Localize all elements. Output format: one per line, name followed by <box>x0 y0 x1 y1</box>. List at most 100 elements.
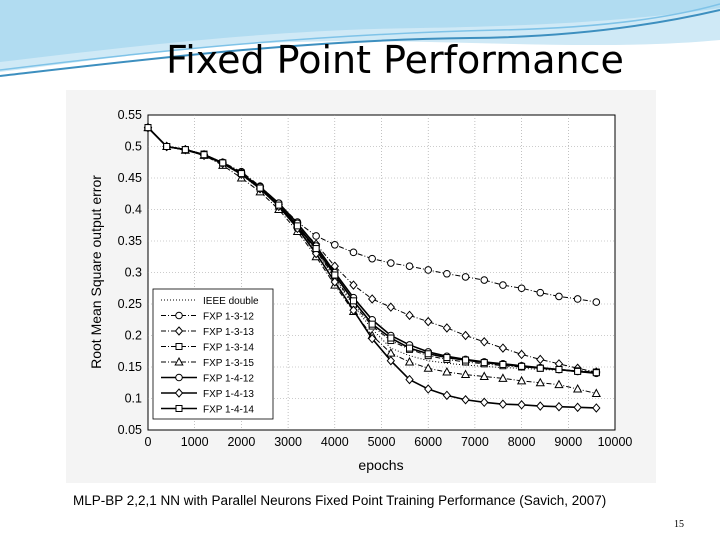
x-tick-label: 7000 <box>461 435 489 449</box>
series-fxp-1-3-12-point <box>499 281 507 289</box>
series-fxp-1-4-13-point <box>367 333 377 344</box>
x-tick-label: 9000 <box>554 435 582 449</box>
banner-wave-mid <box>0 0 720 62</box>
legend-box <box>152 288 274 420</box>
x-tick-label: 2000 <box>227 435 255 449</box>
series-fxp-1-4-13-point <box>349 305 358 316</box>
series-fxp-1-4-14-point <box>555 366 563 374</box>
series-fxp-1-3-12-point <box>331 240 339 249</box>
y-tick-label: 0.25 <box>118 297 142 311</box>
series-fxp-1-3-12-point <box>443 269 451 278</box>
series-fxp-1-3-13-point <box>480 337 489 347</box>
series-fxp-1-4-14-point <box>181 146 189 154</box>
series-fxp-1-4-13-point <box>442 390 452 401</box>
series-fxp-1-4-13-point <box>536 401 545 411</box>
banner-wave-line-2 <box>0 3 720 71</box>
series-fxp-1-4-14-point <box>163 143 171 150</box>
series-fxp-1-4-13-point <box>573 402 582 413</box>
series-fxp-1-4-14-point <box>480 359 488 367</box>
series-fxp-1-4-14-point <box>499 360 507 368</box>
series-fxp-1-3-13-point <box>517 349 526 360</box>
legend-fxp-1-4-12-label: FXP 1-4-12 <box>203 374 254 385</box>
series-fxp-1-3-13-point <box>461 330 470 341</box>
y-tick-label: 0.4 <box>125 203 142 217</box>
series-fxp-1-3-12-point <box>517 284 526 293</box>
series-layer <box>143 122 601 413</box>
series-fxp-1-4-13-point <box>424 384 433 394</box>
series-fxp-1-4-14-point <box>368 320 376 328</box>
series-fxp-1-3-12-point <box>387 259 395 267</box>
legend-fxp-1-4-13-point <box>174 388 184 398</box>
series-fxp-1-4-13-point <box>480 397 489 408</box>
x-tick-label: 6000 <box>414 435 442 449</box>
y-tick-label: 0.2 <box>125 329 142 343</box>
series-fxp-1-3-12-point <box>592 298 601 306</box>
x-axis-label: epochs <box>358 457 403 473</box>
series-fxp-1-4-14-point <box>312 245 320 253</box>
y-tick-label: 0.15 <box>118 360 142 374</box>
series-fxp-1-4-14-point <box>219 159 227 167</box>
series-fxp-1-3-13-point <box>424 316 433 327</box>
x-tick-label: 0 <box>145 435 152 449</box>
series-fxp-1-4-14-point <box>293 222 301 230</box>
series-fxp-1-4-14-point <box>424 350 432 358</box>
series-fxp-1-4-14-point <box>592 369 600 377</box>
series-fxp-1-4-14-point <box>331 271 339 279</box>
series-fxp-1-3-12-point <box>536 288 545 297</box>
x-tick-label: 4000 <box>321 435 349 449</box>
series-fxp-1-3-13-point <box>536 354 545 365</box>
y-tick-label: 0.45 <box>118 171 142 185</box>
series-fxp-1-3-12-point <box>349 248 358 257</box>
series-fxp-1-3-15-point <box>442 366 452 376</box>
legend-fxp-1-3-15-point <box>174 356 184 366</box>
series-fxp-1-3-12-point <box>368 254 376 263</box>
series-fxp-1-3-12-point <box>480 276 489 284</box>
series-fxp-1-4-13-point <box>330 277 339 287</box>
series-fxp-1-4-14-point <box>275 201 283 209</box>
series-fxp-1-3-13-point <box>498 343 508 353</box>
series-fxp-1-4-13-point <box>517 400 526 410</box>
series-fxp-1-3-15-point <box>479 371 489 380</box>
banner-wave-line <box>0 9 720 77</box>
series-fxp-1-3-13-point <box>367 294 377 304</box>
legend-fxp-1-4-14-label: FXP 1-4-14 <box>203 405 254 416</box>
y-tick-label: 0.1 <box>125 392 142 406</box>
series-fxp-1-4-14-point <box>256 184 264 192</box>
series-fxp-1-3-15-point <box>498 373 508 382</box>
series-fxp-1-3-12-point <box>312 232 320 240</box>
y-tick-label: 0.35 <box>118 234 142 248</box>
series-fxp-1-3-13-point <box>442 323 452 333</box>
series-fxp-1-4-14-point <box>462 356 470 364</box>
series-fxp-1-3-15-point <box>516 375 527 385</box>
y-axis-label: Root Mean Square output error <box>88 175 104 369</box>
x-tick-label: 8000 <box>508 435 536 449</box>
series-fxp-1-3-15-point <box>460 369 471 379</box>
series-fxp-1-3-12-point <box>461 273 470 281</box>
series-fxp-1-3-12-point <box>573 295 582 303</box>
series-fxp-1-4-14-point <box>518 362 526 370</box>
series-fxp-1-3-15-point <box>572 384 583 393</box>
series-fxp-1-3-12-point <box>555 292 563 301</box>
series-fxp-1-3-12-point <box>424 266 433 274</box>
series-fxp-1-4-14-point <box>349 297 357 305</box>
y-tick-label: 0.05 <box>118 423 142 437</box>
series-fxp-1-4-13-point <box>405 374 414 385</box>
legend: IEEE double FXP 1-3-12 FXP 1-3-13 FXP 1-3-1… <box>152 288 274 420</box>
x-tick-label: 3000 <box>274 435 302 449</box>
x-tick-label: 10000 <box>598 435 633 449</box>
x-tick-label: 5000 <box>368 435 396 449</box>
series-fxp-1-4-14 <box>144 124 600 377</box>
series-fxp-1-4-14-point <box>200 151 208 159</box>
legend-fxp-1-4-14-point <box>175 405 183 412</box>
series-fxp-1-4-13-point <box>554 401 564 412</box>
legend-fxp-1-3-13-label: FXP 1-3-13 <box>203 327 254 338</box>
series-fxp-1-3-13-point <box>349 280 358 290</box>
series-fxp-1-4-14-point <box>574 367 582 375</box>
series-fxp-1-4-14-point <box>237 170 245 178</box>
ticks: 0 1000 2000 3000 4000 5000 6000 7000 8000 9000 100… <box>118 108 633 449</box>
series-fxp-1-3-13-point <box>386 302 396 312</box>
legend-fxp-1-3-13-point <box>174 326 184 336</box>
slide-title: Fixed Point Performance <box>166 38 624 82</box>
series-fxp-1-3-15-point <box>554 379 564 389</box>
